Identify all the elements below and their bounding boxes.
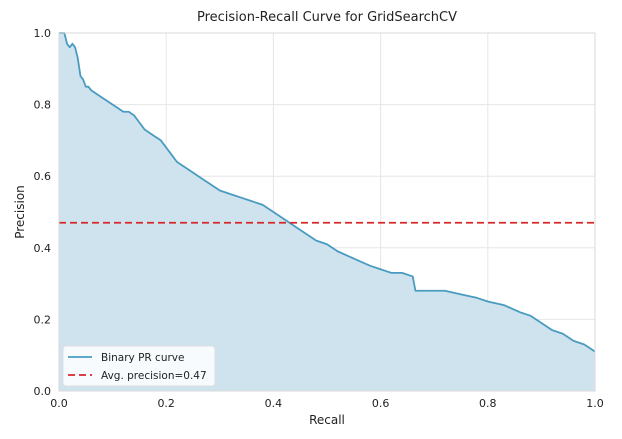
chart-title: Precision-Recall Curve for GridSearchCV bbox=[197, 10, 457, 25]
x-tick-label: 0.6 bbox=[372, 397, 390, 410]
y-tick-label: 1.0 bbox=[34, 27, 52, 40]
y-tick-label: 0.8 bbox=[34, 99, 52, 112]
legend-label-avg: Avg. precision=0.47 bbox=[101, 370, 207, 382]
x-tick-label: 0.8 bbox=[479, 397, 497, 410]
x-axis-title: Recall bbox=[309, 413, 345, 427]
x-tick-label: 0.2 bbox=[157, 397, 175, 410]
pr-curve-area bbox=[59, 33, 595, 391]
legend-box bbox=[62, 345, 216, 387]
x-tick-label: 0.4 bbox=[265, 397, 283, 410]
y-tick-label: 0.4 bbox=[34, 242, 52, 255]
legend: Binary PR curve Avg. precision=0.47 bbox=[62, 345, 216, 387]
x-tick-label: 0.0 bbox=[50, 397, 68, 410]
pr-curve-line bbox=[59, 32, 596, 353]
y-axis-title: Precision bbox=[13, 185, 27, 239]
plot-border bbox=[58, 32, 596, 392]
y-tick-label: 0.2 bbox=[34, 313, 52, 326]
legend-label-pr: Binary PR curve bbox=[101, 352, 184, 364]
plot-area: 0.0 0.2 0.4 0.6 0.8 1.0 0.0 0.2 0.4 0.6 0.8 1.0 bbox=[34, 27, 604, 410]
y-tick-label: 0.0 bbox=[34, 385, 52, 398]
y-tick-label: 0.6 bbox=[34, 170, 52, 183]
x-tick-label: 1.0 bbox=[586, 397, 604, 410]
